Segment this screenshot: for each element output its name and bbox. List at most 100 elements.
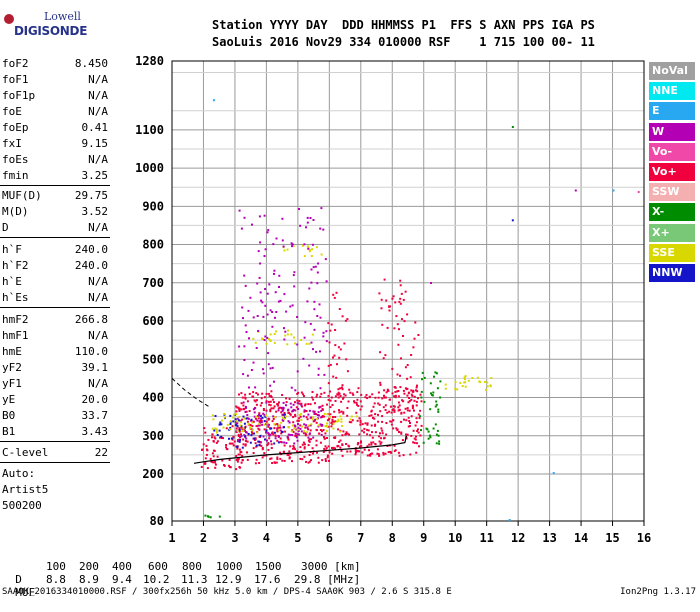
echo-point [309, 429, 312, 432]
param-name: foEs [2, 153, 29, 166]
echo-point [258, 462, 261, 464]
echo-point [377, 420, 380, 423]
isolated-echo-point [511, 219, 514, 222]
isolated-echo-point [612, 189, 615, 192]
echo-point [204, 457, 207, 460]
echo-point [249, 424, 252, 426]
echo-point [240, 435, 243, 438]
echo-point [304, 403, 307, 406]
echo-point [327, 394, 330, 397]
echo-point [341, 386, 343, 389]
echo-point [331, 404, 334, 406]
legend-item-x: X- [649, 203, 695, 222]
echo-point [331, 418, 334, 421]
echo-point [246, 451, 248, 454]
echo-point [220, 436, 223, 439]
echo-point [388, 410, 391, 413]
echo-point [437, 410, 440, 413]
echo-point [374, 423, 377, 426]
echo-point [241, 430, 244, 433]
echo-point [400, 292, 403, 295]
echo-point [254, 417, 257, 420]
echo-point [319, 316, 322, 319]
echo-point [241, 418, 244, 421]
echo-point [299, 427, 302, 430]
echo-point [250, 431, 253, 433]
echo-point [236, 460, 239, 463]
echo-point [258, 444, 261, 447]
echo-point [352, 393, 355, 396]
y-tick-label: 1100 [135, 123, 164, 137]
echo-point [294, 389, 297, 392]
echo-point [242, 404, 245, 407]
muf-value: 11.3 [181, 573, 208, 586]
echo-point [272, 433, 275, 436]
echo-point [359, 408, 362, 411]
echo-point [211, 452, 214, 455]
echo-point [286, 436, 289, 439]
echo-point [271, 311, 274, 313]
echo-point [381, 432, 384, 435]
echo-point [374, 431, 377, 434]
echo-cluster-sse [282, 244, 323, 258]
echo-point [386, 411, 389, 414]
echo-point [257, 440, 260, 443]
echo-point [418, 417, 421, 420]
echo-point [214, 466, 217, 469]
echo-point [373, 402, 376, 405]
echo-point [310, 255, 313, 257]
echo-point [243, 434, 246, 437]
echo-point [316, 393, 319, 396]
legend-item-nnw: NNW [649, 264, 695, 282]
echo-point [326, 413, 329, 416]
echo-point [279, 451, 282, 454]
echo-point [211, 414, 214, 417]
echo-point [308, 440, 311, 443]
echo-point [272, 415, 275, 418]
echo-point [394, 394, 397, 397]
echo-point [463, 378, 466, 381]
echo-point [306, 418, 309, 421]
echo-point [321, 415, 324, 417]
param-clevel: C-level 22 [2, 445, 108, 461]
echo-point [269, 404, 272, 407]
echo-point [413, 399, 416, 402]
echo-point [316, 414, 319, 416]
echo-point [401, 439, 404, 442]
param-value: 240.0 [74, 243, 108, 256]
echo-point [337, 388, 340, 391]
echo-point [242, 407, 245, 410]
echo-point [264, 335, 267, 338]
echo-point [277, 404, 280, 407]
echo-point [298, 413, 301, 416]
echo-point [261, 456, 264, 459]
echo-point [260, 402, 263, 404]
echo-point [255, 347, 258, 349]
x-tick-label: 2 [200, 531, 207, 545]
x-tick-label: 5 [294, 531, 301, 545]
echo-point [262, 412, 265, 415]
param-value: N/A [88, 153, 108, 166]
echo-point [263, 214, 266, 217]
echo-point [340, 418, 343, 421]
echo-point [240, 451, 243, 454]
param-name: yF2 [2, 361, 22, 374]
echo-point [364, 422, 367, 425]
echo-point [327, 382, 330, 385]
echo-point [214, 463, 217, 466]
echo-point [253, 432, 256, 435]
echo-point [301, 244, 304, 247]
echo-point [293, 271, 296, 274]
echo-point [205, 453, 208, 456]
y-tick-label: 1280 [135, 54, 164, 68]
echo-point [280, 411, 283, 414]
echo-point [396, 390, 399, 393]
param-name: C-level [2, 446, 49, 459]
echo-point [384, 409, 387, 411]
echo-point [393, 395, 396, 398]
echo-point [280, 406, 283, 409]
echo-point [274, 291, 277, 294]
echo-point [287, 329, 289, 332]
echo-point [253, 439, 256, 441]
echo-point [268, 437, 271, 440]
